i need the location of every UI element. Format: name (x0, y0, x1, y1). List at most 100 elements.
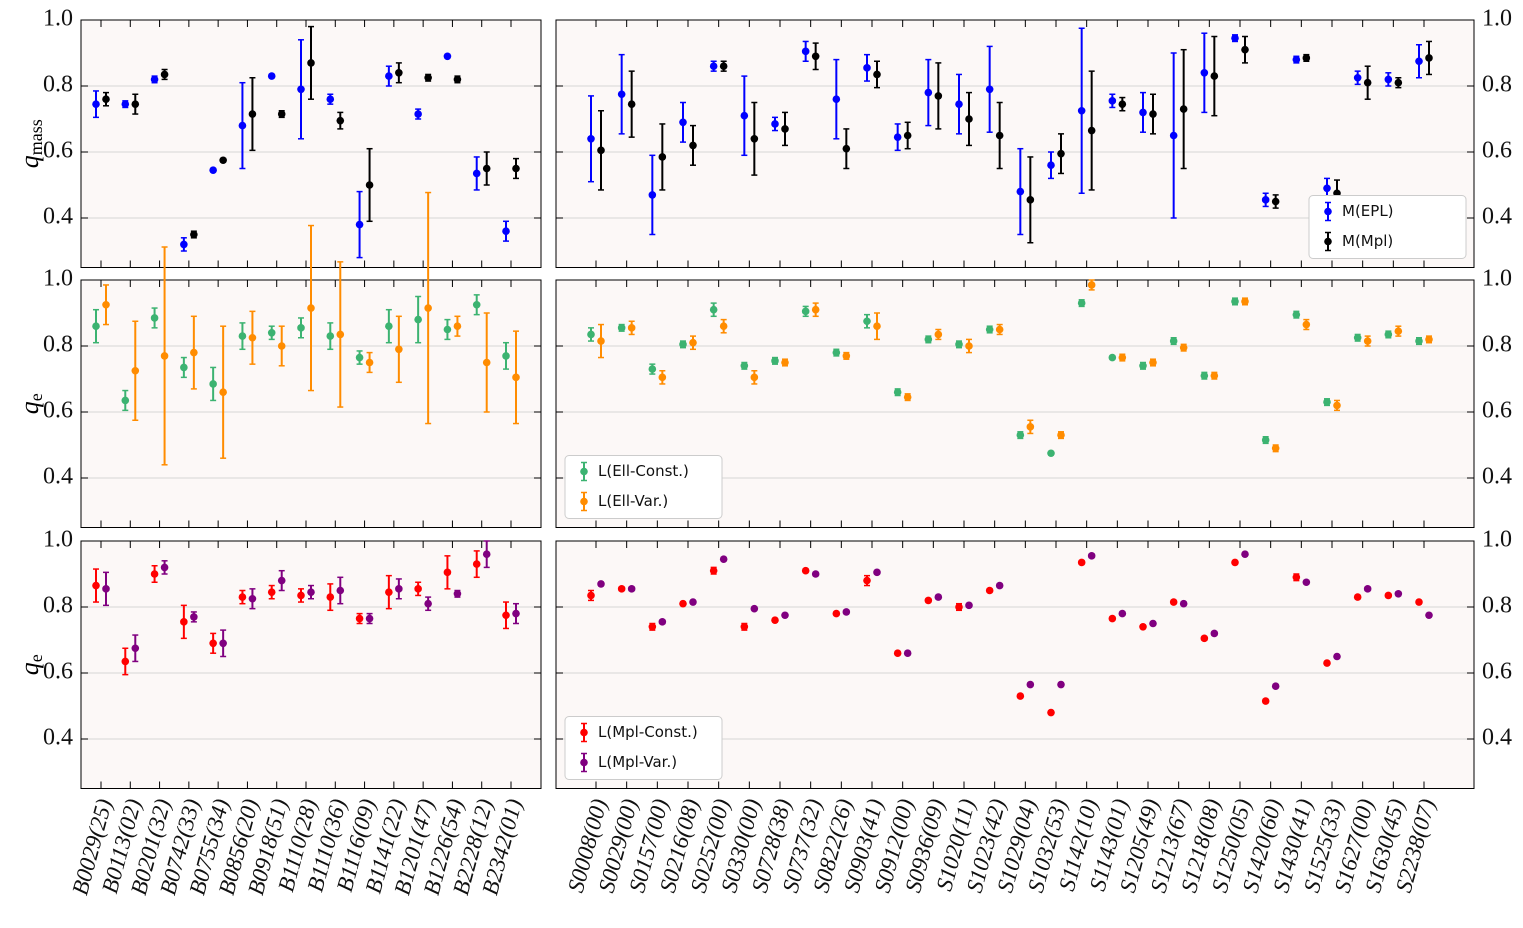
point (209, 166, 217, 174)
point (689, 598, 697, 606)
point (502, 352, 510, 360)
error-point (1261, 697, 1270, 705)
error-point (1261, 436, 1270, 445)
point (1241, 550, 1249, 558)
panel-background (81, 541, 541, 789)
error-point (180, 604, 188, 640)
error-point (1241, 550, 1249, 558)
error-point (414, 295, 422, 344)
point (1118, 100, 1127, 108)
error-point (1108, 93, 1117, 109)
error-point (326, 322, 335, 351)
point (1302, 320, 1311, 329)
point (336, 330, 345, 339)
error-point (1139, 91, 1147, 133)
panel-frame (80, 540, 542, 789)
error-point (995, 101, 1004, 170)
point (1384, 330, 1393, 339)
error-point (995, 581, 1004, 590)
point (689, 338, 697, 347)
error-point (1353, 333, 1362, 342)
point (102, 300, 110, 309)
error-point (719, 60, 728, 72)
panel-frame (555, 19, 1475, 268)
point (209, 380, 217, 388)
y-tick-label: 0.8 (43, 72, 73, 98)
point (160, 352, 169, 360)
error-point (924, 58, 933, 127)
error-point (102, 91, 110, 107)
error-point (190, 230, 198, 239)
point (1016, 692, 1025, 700)
y-tick-label: 1.0 (1482, 527, 1512, 553)
error-point (1425, 335, 1433, 344)
point (121, 396, 130, 405)
error-point (1118, 96, 1127, 112)
error-point (385, 65, 393, 87)
point (1363, 585, 1372, 593)
error-point (1179, 343, 1188, 352)
error-point (627, 70, 636, 138)
point (934, 593, 943, 601)
point (1394, 78, 1403, 87)
point (1047, 708, 1055, 717)
error-point (248, 588, 257, 610)
point (740, 362, 749, 370)
error-point (1016, 147, 1025, 236)
error-point (1271, 194, 1280, 209)
error-point (1200, 634, 1209, 643)
point (414, 315, 422, 324)
point (995, 325, 1004, 334)
error-point (781, 611, 789, 620)
legend-label: M(Mpl) (1342, 232, 1393, 250)
point (326, 332, 335, 340)
error-point (1333, 399, 1341, 412)
point (1057, 431, 1065, 439)
point (934, 92, 943, 100)
error-point (658, 370, 667, 385)
point (414, 110, 422, 118)
point (873, 70, 881, 79)
point (893, 388, 902, 397)
error-point (1302, 578, 1311, 587)
point (160, 563, 169, 572)
panel-frame (555, 279, 1475, 528)
error-point (238, 81, 247, 170)
point (395, 345, 403, 354)
error-point (1169, 337, 1178, 346)
error-point (297, 588, 305, 603)
point (985, 586, 994, 595)
error-point (924, 335, 933, 344)
error-point (873, 568, 881, 577)
point (1271, 197, 1280, 206)
point (689, 141, 697, 150)
error-point (1271, 682, 1280, 690)
point (924, 335, 933, 344)
point (1108, 614, 1117, 623)
error-point (219, 629, 227, 658)
point (873, 322, 881, 331)
point (1087, 552, 1096, 560)
point (326, 95, 335, 103)
error-point (863, 53, 871, 82)
error-point (443, 52, 452, 61)
error-point (863, 574, 871, 587)
error-point (307, 584, 315, 600)
error-point (965, 601, 973, 610)
error-point (248, 77, 257, 152)
y-tick-label: 0.4 (1482, 204, 1512, 230)
point (995, 131, 1004, 140)
point (1271, 444, 1280, 453)
point (502, 611, 510, 620)
point (180, 363, 188, 372)
error-point (267, 325, 276, 341)
error-point (1323, 659, 1331, 667)
point (472, 300, 481, 309)
point (1179, 343, 1188, 352)
error-point (1169, 52, 1178, 219)
error-point (1047, 708, 1055, 717)
error-point (482, 540, 491, 569)
y-tick-label: 1.0 (43, 527, 73, 553)
error-point (238, 589, 247, 605)
error-point (150, 565, 159, 583)
